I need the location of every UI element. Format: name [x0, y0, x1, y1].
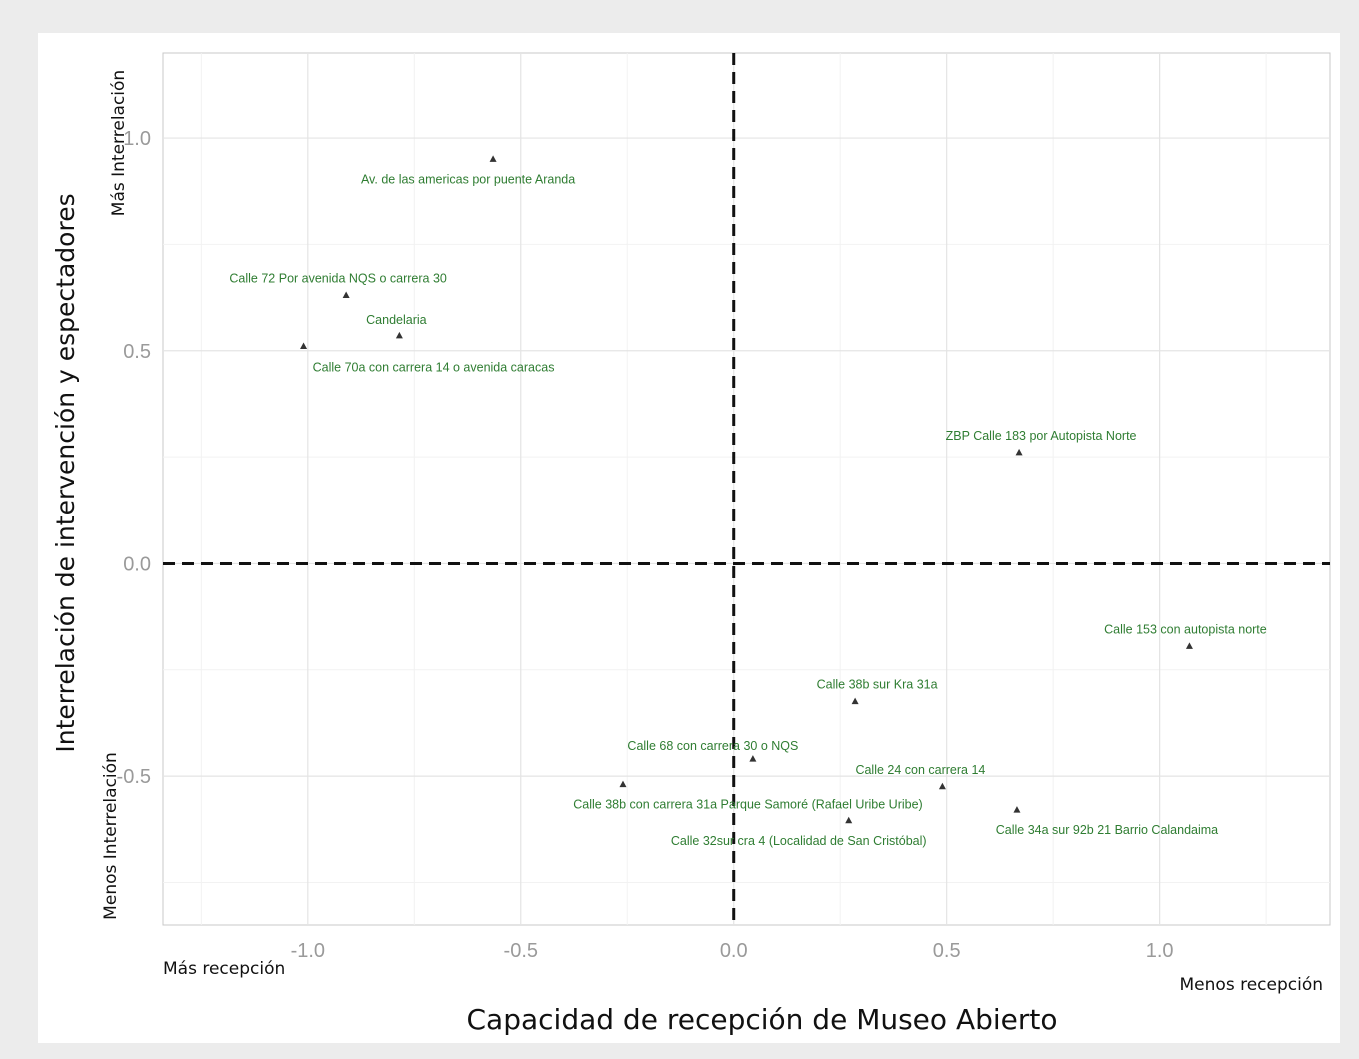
- y-tick-label: -0.5: [117, 766, 151, 788]
- data-point-marker: [851, 697, 859, 705]
- scatter-chart: -1.0 -0.5 0.0 0.5 1.0 -0.5 0.0 0.5 1.0 Av. de l…: [51, 52, 1331, 1036]
- data-point-marker: [938, 782, 946, 790]
- x-left-corner-label: Más recepción: [163, 959, 285, 979]
- point-label: Calle 38b con carrera 31a Parque Samoré …: [573, 798, 922, 812]
- x-tick-label: 1.0: [1146, 940, 1174, 962]
- y-tick-label: 0.5: [123, 341, 151, 363]
- data-point-marker: [1185, 642, 1193, 649]
- chart-card: -1.0 -0.5 0.0 0.5 1.0 -0.5 0.0 0.5 1.0 Av. de l…: [38, 33, 1340, 1043]
- point-label: Calle 34a sur 92b 21 Barrio Calandaima: [996, 823, 1218, 837]
- point-label: Av. de las americas por puente Aranda: [361, 172, 575, 186]
- x-right-corner-label: Menos recepción: [1180, 975, 1323, 995]
- point-label: Calle 153 con autopista norte: [1104, 622, 1267, 636]
- point-label: Calle 32sur cra 4 (Localidad de San Cris…: [671, 834, 927, 848]
- data-point-marker: [342, 291, 350, 298]
- data-point-marker: [845, 816, 853, 824]
- reference-lines: [163, 53, 1330, 925]
- point-label: ZBP Calle 183 por Autopista Norte: [946, 429, 1137, 443]
- point-label: Calle 38b sur Kra 31a: [817, 678, 938, 692]
- data-point-marker: [300, 342, 308, 350]
- data-point-marker: [749, 755, 757, 762]
- point-label: Calle 70a con carrera 14 o avenida carac…: [313, 361, 555, 375]
- data-point-marker: [489, 155, 497, 162]
- data-point-marker: [1013, 806, 1021, 813]
- data-point-marker: [619, 780, 627, 788]
- point-label: Calle 68 con carrera 30 o NQS: [627, 739, 798, 753]
- x-tick-label: 0.0: [720, 940, 748, 962]
- data-points: [300, 155, 1193, 824]
- y-tick-label: 1.0: [123, 128, 151, 150]
- data-point-marker: [1015, 448, 1023, 456]
- x-tick-label: 0.5: [933, 940, 961, 962]
- data-point-marker: [395, 331, 403, 339]
- point-label: Candelaria: [366, 313, 427, 327]
- y-top-corner-label: Más Interrelación: [109, 70, 129, 216]
- point-labels: Av. de las americas por puente Aranda Cal…: [229, 172, 1266, 847]
- y-tick-label: 0.0: [123, 553, 151, 575]
- x-tick-label: -0.5: [504, 940, 538, 962]
- y-bottom-corner-label: Menos Interrelación: [101, 752, 121, 920]
- plot-panel: [162, 52, 1331, 926]
- x-tick-labels: -1.0 -0.5 0.0 0.5 1.0: [291, 940, 1174, 962]
- point-label: Calle 24 con carrera 14: [855, 763, 985, 777]
- x-tick-label: -1.0: [291, 940, 325, 962]
- y-tick-labels: -0.5 0.0 0.5 1.0: [117, 128, 151, 788]
- y-axis-title: Interrelación de intervención y espectad…: [51, 193, 80, 752]
- point-label: Calle 72 Por avenida NQS o carrera 30: [229, 271, 447, 285]
- x-axis-title: Capacidad de recepción de Museo Abierto: [467, 1003, 1058, 1036]
